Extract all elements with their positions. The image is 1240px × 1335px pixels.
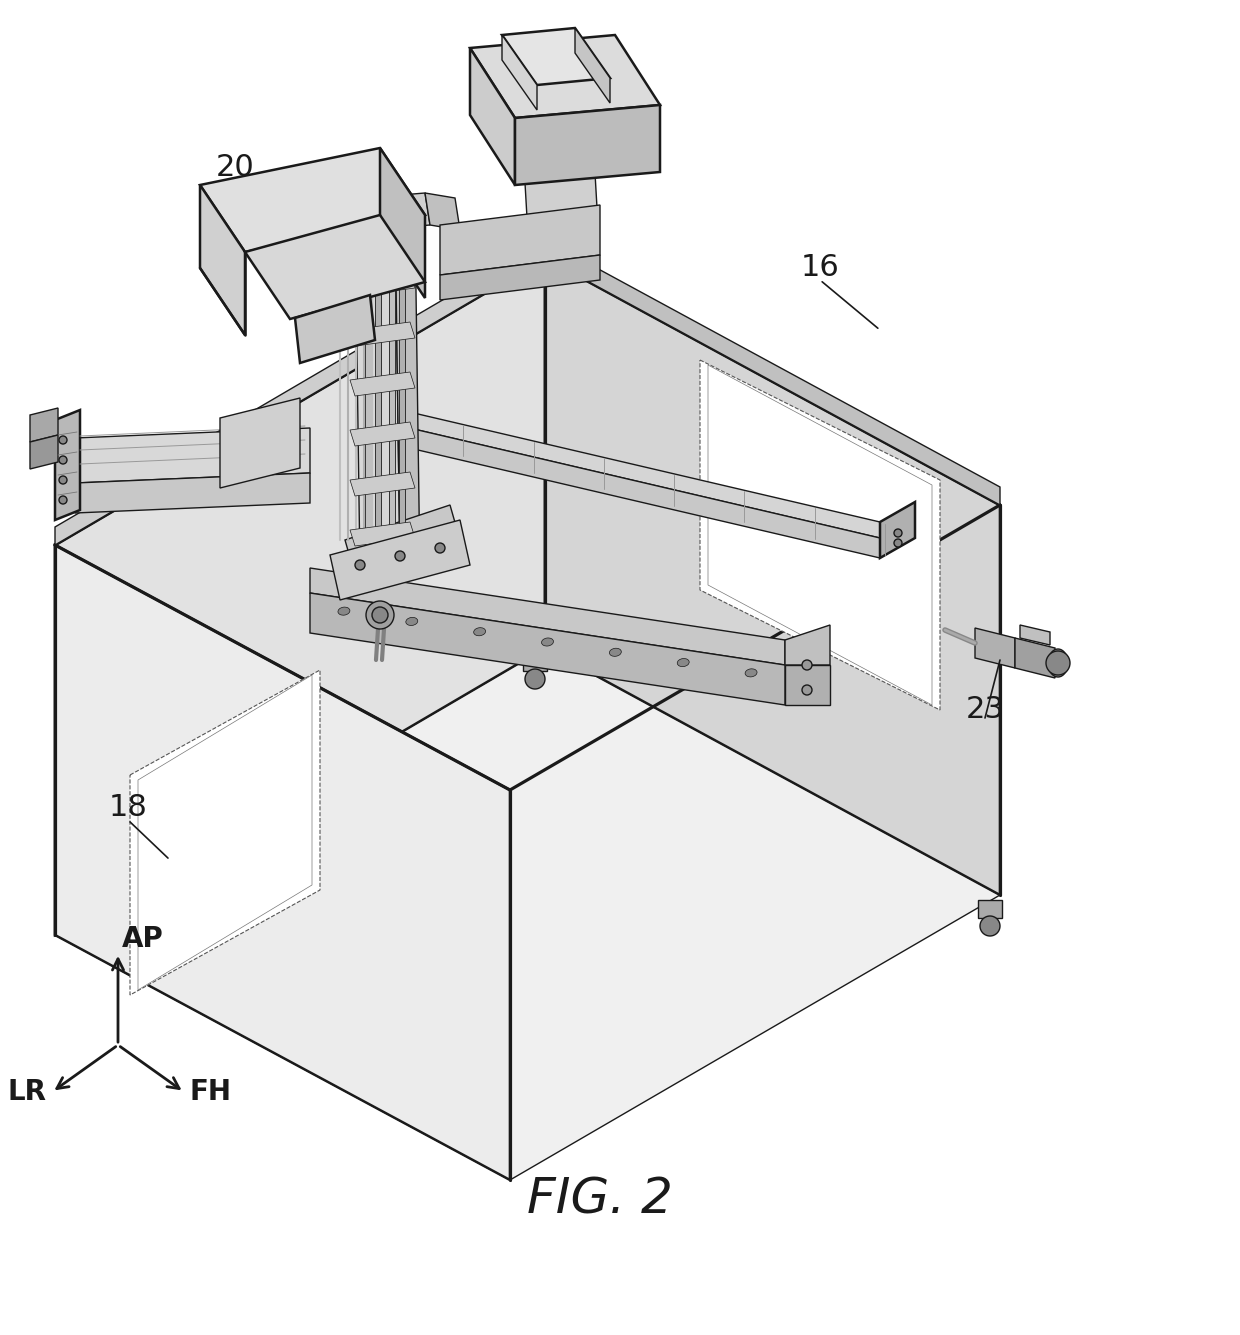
Text: FH: FH bbox=[188, 1077, 231, 1105]
Circle shape bbox=[802, 659, 812, 670]
Polygon shape bbox=[425, 194, 460, 230]
Polygon shape bbox=[30, 435, 58, 469]
Polygon shape bbox=[74, 473, 310, 513]
Polygon shape bbox=[130, 670, 320, 995]
Ellipse shape bbox=[677, 658, 689, 666]
Circle shape bbox=[1047, 651, 1070, 676]
Polygon shape bbox=[1016, 638, 1055, 678]
Polygon shape bbox=[440, 206, 600, 275]
Ellipse shape bbox=[609, 649, 621, 657]
Text: AP: AP bbox=[122, 925, 164, 953]
Polygon shape bbox=[200, 148, 425, 252]
Polygon shape bbox=[785, 625, 830, 665]
Ellipse shape bbox=[542, 638, 553, 646]
Ellipse shape bbox=[745, 669, 758, 677]
Text: 18: 18 bbox=[109, 793, 148, 822]
Polygon shape bbox=[219, 398, 300, 489]
Polygon shape bbox=[55, 410, 81, 521]
Text: 22: 22 bbox=[435, 623, 475, 653]
Text: 20: 20 bbox=[216, 154, 254, 183]
Polygon shape bbox=[975, 627, 1016, 668]
Ellipse shape bbox=[474, 627, 486, 635]
Polygon shape bbox=[350, 272, 415, 296]
Text: 16: 16 bbox=[801, 254, 839, 283]
Polygon shape bbox=[546, 258, 999, 894]
Circle shape bbox=[525, 669, 546, 689]
Text: LR: LR bbox=[7, 1077, 46, 1105]
Polygon shape bbox=[350, 322, 415, 346]
Polygon shape bbox=[350, 372, 415, 396]
Circle shape bbox=[60, 457, 67, 465]
Text: 23: 23 bbox=[966, 696, 1004, 725]
Polygon shape bbox=[389, 215, 396, 563]
Polygon shape bbox=[330, 521, 470, 599]
Polygon shape bbox=[470, 35, 660, 117]
Polygon shape bbox=[310, 593, 785, 705]
Polygon shape bbox=[1021, 625, 1050, 645]
Circle shape bbox=[894, 529, 901, 537]
Polygon shape bbox=[523, 653, 547, 672]
Circle shape bbox=[802, 685, 812, 696]
Polygon shape bbox=[515, 105, 660, 186]
Polygon shape bbox=[785, 665, 830, 705]
Polygon shape bbox=[55, 545, 510, 1180]
Polygon shape bbox=[355, 210, 401, 570]
Polygon shape bbox=[350, 422, 415, 446]
Polygon shape bbox=[350, 522, 415, 546]
Circle shape bbox=[366, 601, 394, 629]
Text: FIG. 2: FIG. 2 bbox=[527, 1176, 673, 1224]
Circle shape bbox=[980, 916, 999, 936]
Polygon shape bbox=[978, 900, 1002, 918]
Polygon shape bbox=[575, 28, 610, 103]
Polygon shape bbox=[55, 647, 999, 1180]
Circle shape bbox=[60, 437, 67, 445]
Polygon shape bbox=[246, 215, 425, 319]
Polygon shape bbox=[379, 148, 425, 298]
Polygon shape bbox=[399, 218, 405, 566]
Polygon shape bbox=[701, 360, 940, 710]
Polygon shape bbox=[310, 567, 785, 665]
Circle shape bbox=[396, 551, 405, 561]
Ellipse shape bbox=[1048, 649, 1068, 677]
Polygon shape bbox=[55, 258, 546, 934]
Circle shape bbox=[372, 607, 388, 623]
Polygon shape bbox=[396, 210, 420, 575]
Polygon shape bbox=[138, 676, 312, 991]
Polygon shape bbox=[502, 28, 610, 85]
Polygon shape bbox=[440, 255, 600, 300]
Polygon shape bbox=[546, 240, 999, 505]
Ellipse shape bbox=[339, 607, 350, 615]
Circle shape bbox=[60, 497, 67, 505]
Polygon shape bbox=[345, 505, 460, 575]
Polygon shape bbox=[365, 215, 371, 565]
Polygon shape bbox=[880, 502, 915, 558]
Polygon shape bbox=[388, 423, 880, 558]
Polygon shape bbox=[30, 409, 58, 442]
Polygon shape bbox=[525, 174, 598, 235]
Polygon shape bbox=[295, 295, 374, 363]
Polygon shape bbox=[708, 364, 932, 705]
Polygon shape bbox=[55, 240, 546, 545]
Circle shape bbox=[894, 539, 901, 547]
Circle shape bbox=[355, 559, 365, 570]
Circle shape bbox=[435, 543, 445, 553]
Polygon shape bbox=[502, 35, 537, 109]
Polygon shape bbox=[340, 194, 430, 232]
Circle shape bbox=[60, 477, 67, 485]
Ellipse shape bbox=[405, 617, 418, 626]
Polygon shape bbox=[200, 186, 246, 335]
Polygon shape bbox=[470, 48, 515, 186]
Polygon shape bbox=[374, 218, 381, 567]
Polygon shape bbox=[388, 407, 880, 538]
Polygon shape bbox=[350, 473, 415, 497]
Polygon shape bbox=[74, 429, 310, 483]
